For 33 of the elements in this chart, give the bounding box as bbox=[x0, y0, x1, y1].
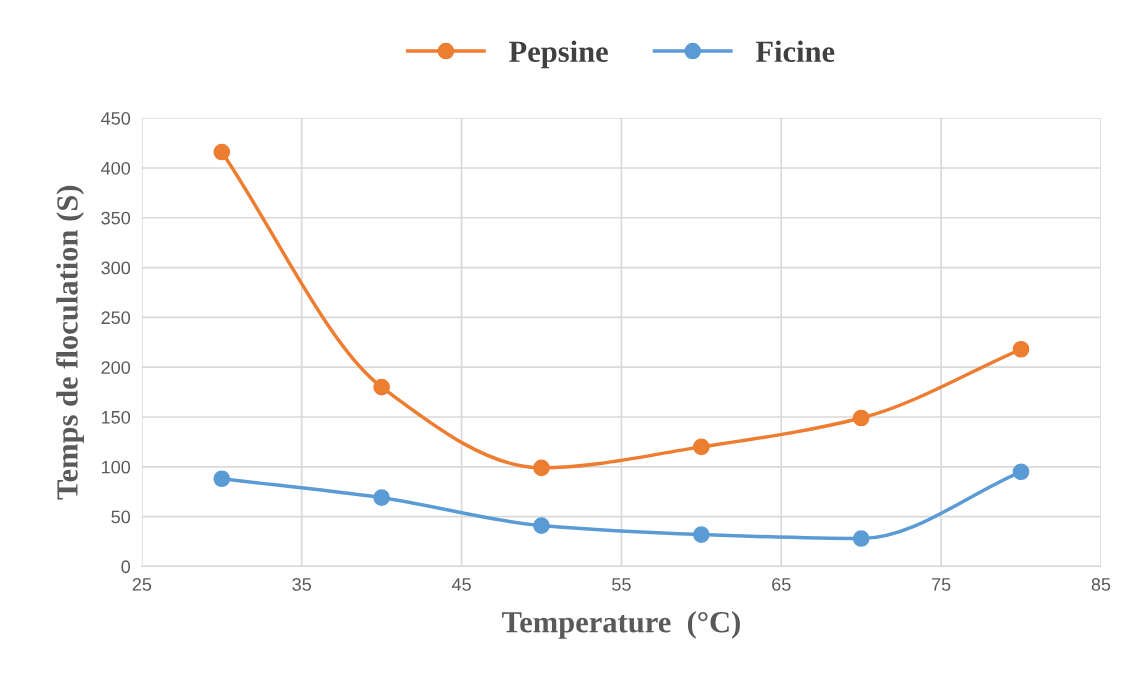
y-tick-label: 450 bbox=[101, 112, 131, 125]
point bbox=[1012, 463, 1030, 481]
x-tick-label: 55 bbox=[612, 578, 631, 591]
x-tick-label: 35 bbox=[292, 578, 312, 591]
y-tick-label: 350 bbox=[101, 211, 131, 225]
x-tick-label: 85 bbox=[1091, 578, 1111, 591]
x-axis-title: Temperature (°C) bbox=[502, 611, 740, 639]
y-tick-label: 50 bbox=[111, 510, 131, 524]
y-tick-label: 150 bbox=[102, 410, 131, 424]
legend-label: Ficine bbox=[755, 40, 835, 63]
point bbox=[213, 143, 231, 161]
point bbox=[213, 470, 231, 488]
point bbox=[1012, 340, 1030, 358]
y-tick-label: 250 bbox=[101, 311, 131, 325]
x-tick-label: 25 bbox=[132, 578, 152, 591]
point bbox=[533, 517, 550, 534]
y-tick-label: 300 bbox=[101, 261, 131, 275]
point bbox=[373, 378, 390, 396]
y-tick-label: 0 bbox=[121, 560, 131, 574]
y-tick-label: 200 bbox=[101, 361, 131, 374]
point bbox=[693, 526, 710, 543]
x-tick-label: 45 bbox=[451, 578, 471, 591]
x-tick-label: 75 bbox=[931, 578, 951, 591]
y-axis-title: Temps de floculation (S) bbox=[55, 185, 84, 500]
point bbox=[852, 530, 870, 547]
point bbox=[373, 489, 390, 507]
y-tick-label: 100 bbox=[102, 460, 131, 474]
y-tick-label: 400 bbox=[101, 161, 131, 175]
point bbox=[533, 459, 550, 477]
point bbox=[693, 438, 710, 456]
x-tick-label: 65 bbox=[772, 578, 791, 591]
legend-label: Pepsine bbox=[509, 40, 608, 69]
point bbox=[852, 409, 870, 427]
